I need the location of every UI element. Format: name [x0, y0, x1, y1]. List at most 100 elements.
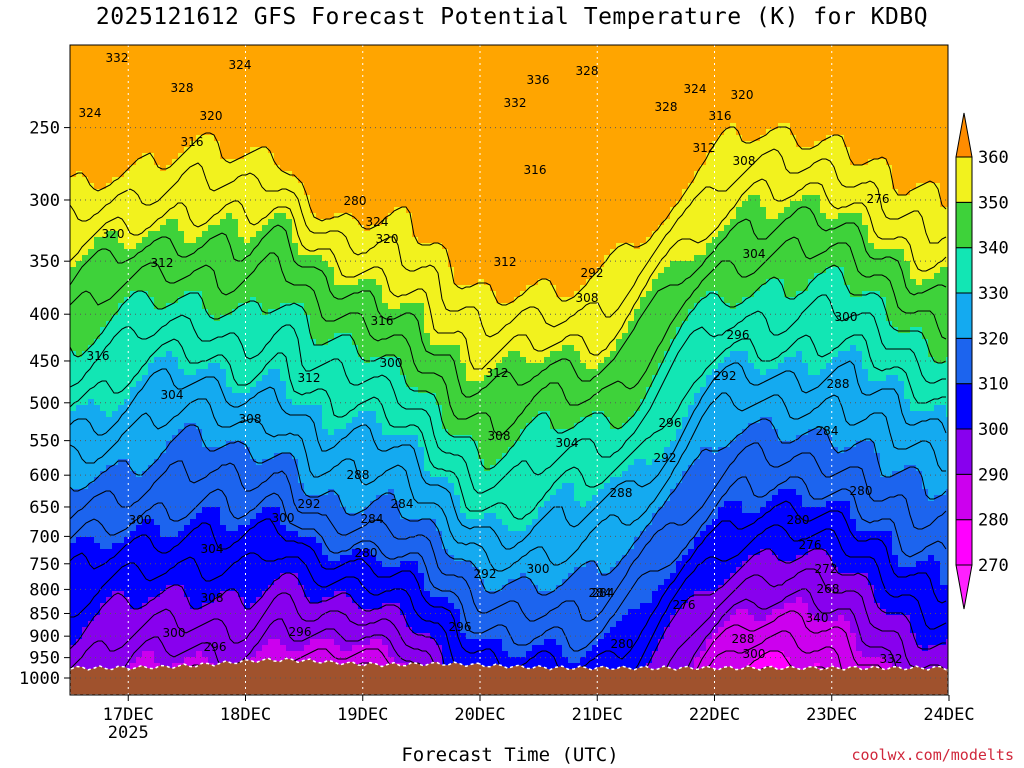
field-cell: [226, 87, 233, 94]
field-cell: [190, 207, 197, 214]
field-cell: [244, 135, 251, 142]
field-cell: [442, 207, 449, 214]
field-cell: [880, 99, 887, 106]
field-cell: [154, 219, 161, 226]
field-cell: [460, 51, 467, 58]
field-cell: [304, 153, 311, 160]
field-cell: [778, 57, 785, 64]
field-cell: [172, 153, 179, 160]
field-cell: [520, 93, 527, 100]
field-cell: [916, 99, 923, 106]
field-cell: [400, 171, 407, 178]
field-cell: [844, 189, 851, 196]
field-cell: [484, 105, 491, 112]
field-cell: [82, 105, 89, 112]
field-cell: [910, 231, 917, 238]
field-cell: [340, 81, 347, 88]
field-cell: [364, 81, 371, 88]
field-cell: [190, 165, 197, 172]
field-cell: [202, 213, 209, 220]
field-cell: [754, 243, 761, 250]
field-cell: [694, 45, 701, 52]
field-cell: [700, 75, 707, 82]
field-cell: [940, 75, 947, 82]
field-cell: [100, 75, 107, 82]
field-cell: [574, 63, 581, 70]
field-cell: [178, 243, 185, 250]
field-cell: [160, 141, 167, 148]
field-cell: [568, 99, 575, 106]
field-cell: [382, 231, 389, 238]
field-cell: [568, 111, 575, 118]
field-cell: [724, 51, 731, 58]
field-cell: [772, 219, 779, 226]
field-cell: [856, 183, 863, 190]
field-cell: [634, 171, 641, 178]
field-cell: [76, 81, 83, 88]
field-cell: [502, 105, 509, 112]
field-cell: [898, 195, 905, 202]
field-cell: [160, 69, 167, 76]
field-cell: [598, 135, 605, 142]
field-cell: [268, 57, 275, 64]
field-cell: [76, 213, 83, 220]
field-cell: [196, 111, 203, 118]
field-cell: [226, 129, 233, 136]
field-cell: [508, 189, 515, 196]
field-cell: [334, 159, 341, 166]
field-cell: [442, 243, 449, 250]
field-cell: [262, 147, 269, 154]
field-cell: [604, 177, 611, 184]
field-cell: [82, 231, 89, 238]
field-cell: [262, 87, 269, 94]
field-cell: [652, 207, 659, 214]
field-cell: [184, 183, 191, 190]
field-cell: [232, 123, 239, 130]
field-cell: [700, 195, 707, 202]
field-cell: [682, 75, 689, 82]
field-cell: [280, 93, 287, 100]
field-cell: [202, 237, 209, 244]
field-cell: [784, 207, 791, 214]
field-cell: [862, 57, 869, 64]
field-cell: [322, 153, 329, 160]
field-cell: [322, 51, 329, 58]
field-cell: [904, 201, 911, 208]
field-cell: [82, 63, 89, 70]
field-cell: [658, 159, 665, 166]
field-cell: [502, 123, 509, 130]
field-cell: [334, 51, 341, 58]
field-cell: [508, 195, 515, 202]
field-cell: [922, 63, 929, 70]
field-cell: [724, 141, 731, 148]
field-cell: [940, 63, 947, 70]
field-cell: [802, 231, 809, 238]
field-cell: [448, 75, 455, 82]
field-cell: [412, 45, 419, 52]
field-cell: [838, 171, 845, 178]
field-cell: [676, 111, 683, 118]
field-cell: [202, 195, 209, 202]
field-cell: [394, 99, 401, 106]
field-cell: [598, 93, 605, 100]
field-cell: [376, 45, 383, 52]
field-cell: [784, 153, 791, 160]
field-cell: [808, 171, 815, 178]
field-cell: [586, 237, 593, 244]
field-cell: [874, 207, 881, 214]
field-cell: [550, 93, 557, 100]
field-cell: [598, 165, 605, 172]
field-cell: [886, 93, 893, 100]
field-cell: [490, 201, 497, 208]
field-cell: [118, 189, 125, 196]
field-cell: [280, 63, 287, 70]
field-cell: [310, 159, 317, 166]
field-cell: [508, 237, 515, 244]
field-cell: [688, 111, 695, 118]
field-cell: [562, 159, 569, 166]
field-cell: [184, 165, 191, 172]
field-cell: [592, 81, 599, 88]
field-cell: [814, 159, 821, 166]
field-cell: [778, 69, 785, 76]
field-cell: [490, 69, 497, 76]
